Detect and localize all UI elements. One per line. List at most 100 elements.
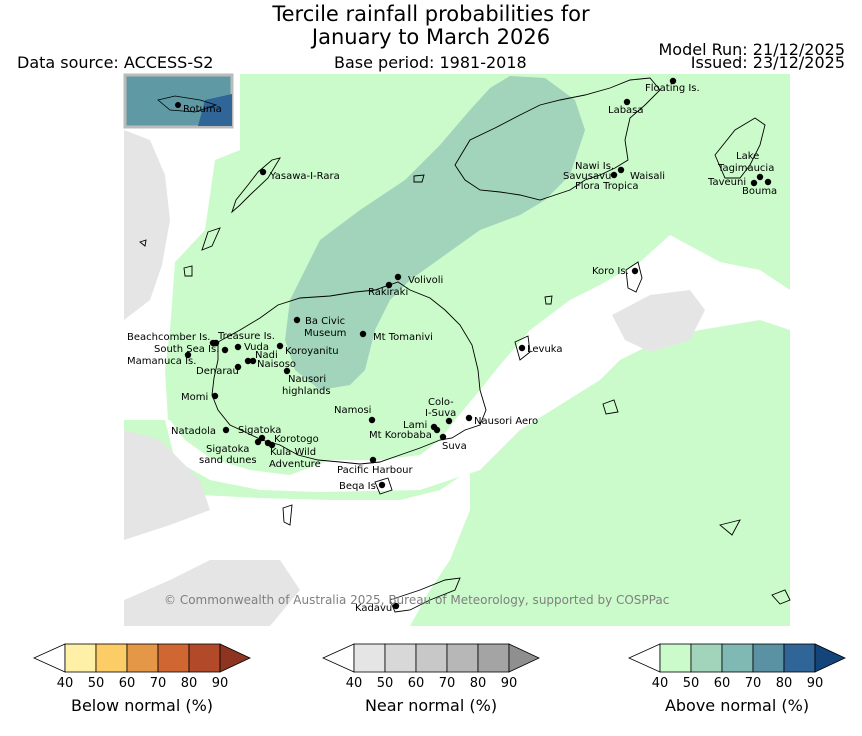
colorbar-tick: 70 <box>744 676 762 691</box>
place-label: Suva <box>442 441 467 452</box>
place-label: Denarau <box>196 366 239 377</box>
place-label: Kadavu <box>355 603 392 614</box>
islet-coastline <box>602 399 619 415</box>
colorbar-tick: 90 <box>806 676 824 691</box>
place-label: Natadola <box>171 426 216 437</box>
map-title-line1: Tercile rainfall probabilities for <box>272 2 590 26</box>
kadavu-coastline <box>389 577 461 613</box>
place-label: Bouma <box>742 186 777 197</box>
place-label: Koro Is. <box>592 266 629 277</box>
copyright-notice: © Commonwealth of Australia 2025, Bureau… <box>164 593 669 607</box>
place-label: I-Suva <box>425 408 456 419</box>
place-label: Momi <box>181 392 208 403</box>
colorbar-tick: 50 <box>376 676 394 691</box>
above-normal-50-60-region <box>285 76 585 390</box>
place-label: Colo- <box>428 397 454 408</box>
place-label: Kula Wild <box>270 447 316 458</box>
place-label: Mt Korobaba <box>369 430 432 441</box>
place-marker-rotuma <box>175 102 181 108</box>
islet-coastline <box>139 239 147 247</box>
islet-coastline <box>771 589 791 605</box>
place-label: Lami <box>403 420 427 431</box>
place-label: Lake <box>736 151 759 162</box>
issued-label: Issued: 23/12/2025 <box>690 53 845 72</box>
place-markers <box>184 77 772 610</box>
above-normal-colorbar <box>628 643 846 673</box>
place-label: Korotogo <box>274 434 319 445</box>
place-label: Nadi <box>255 350 278 361</box>
colorbar-tick: 50 <box>87 676 105 691</box>
place-label: Vuda <box>244 342 269 353</box>
colorbars <box>33 643 846 673</box>
ovalau-coastline <box>514 335 531 361</box>
place-label: Floating Is. <box>645 83 700 94</box>
colorbar-tick: 60 <box>713 676 731 691</box>
islet-coastline <box>544 295 553 305</box>
place-label: Volivoli <box>408 275 443 286</box>
islet-coastline <box>183 265 193 277</box>
place-label: Labasa <box>608 105 644 116</box>
colorbar-tick: 70 <box>149 676 167 691</box>
data-source-label: Data source: ACCESS-S2 <box>17 53 214 72</box>
colorbar-tick: 90 <box>211 676 229 691</box>
place-label: Sigatoka <box>238 425 281 436</box>
taveuni-coastline <box>714 117 766 179</box>
yasawa-south-coastline <box>201 227 221 251</box>
place-label: Rakiraki <box>368 287 408 298</box>
place-label: South Sea Is. <box>154 344 219 355</box>
place-label: Mt Tomanivi <box>373 332 433 343</box>
place-label: Levuka <box>527 344 563 355</box>
place-label: Sigatoka <box>206 444 249 455</box>
place-label: highlands <box>282 386 331 397</box>
place-label-rotuma: Rotuma <box>183 104 222 115</box>
beqa-coastline <box>374 477 393 495</box>
colorbar-tick: 40 <box>345 676 363 691</box>
islet-coastline <box>413 174 425 183</box>
colorbar-tick: 70 <box>438 676 456 691</box>
place-label: Beachcomber Is. <box>127 332 210 343</box>
colorbar-tick: 80 <box>180 676 198 691</box>
colorbar-tick: 80 <box>469 676 487 691</box>
base-period-label: Base period: 1981-2018 <box>334 53 527 72</box>
near-normal-colorbar <box>322 643 540 673</box>
place-label: Pacific Harbour <box>337 465 414 476</box>
vanua-levu-coastline <box>454 77 661 201</box>
place-label: Treasure Is. <box>217 331 275 342</box>
colorbar-tick: 80 <box>775 676 793 691</box>
near-normal-region-northwest <box>124 130 170 320</box>
place-label: Nausori Aero <box>474 416 538 427</box>
place-label: Namosi <box>334 405 371 416</box>
no-signal-region-south <box>124 235 790 492</box>
below-normal-legend-label: Below normal (%) <box>70 696 214 715</box>
rotuma-coastline <box>157 95 218 113</box>
islet-coastline <box>719 519 741 536</box>
colorbar-tick: 40 <box>56 676 74 691</box>
model-run-label: Model Run: 21/12/2025 <box>658 40 846 59</box>
colorbar-tick: 50 <box>682 676 700 691</box>
near-normal-region-southwest <box>124 430 210 540</box>
near-normal-legend-label: Near normal (%) <box>364 696 498 715</box>
vatulele-coastline <box>282 504 293 526</box>
below-normal-colorbar <box>33 643 251 673</box>
viti-levu-coastline <box>211 281 487 465</box>
place-label: Savusavu <box>563 171 611 182</box>
place-label: Ba Civic <box>305 316 345 327</box>
place-label: Taveuni <box>707 177 746 188</box>
near-normal-region-south <box>124 560 300 626</box>
place-label: Mamanuca Is. <box>127 356 196 367</box>
place-label: Tagimaucia <box>717 163 774 174</box>
above-normal-legend-label: Above normal (%) <box>664 696 810 715</box>
colorbar-tick: 90 <box>500 676 518 691</box>
yasawa-coastline <box>231 157 281 214</box>
place-label: sand dunes <box>199 455 257 466</box>
map-title-line2: January to March 2026 <box>311 25 551 49</box>
place-label: Adventure <box>269 459 321 470</box>
near-normal-region-east <box>612 290 705 352</box>
place-label: Waisali <box>630 171 665 182</box>
place-label: Naisoso <box>257 359 296 370</box>
place-label: Koroyanitu <box>285 346 339 357</box>
place-label: Museum <box>304 328 346 339</box>
koro-coastline <box>625 261 643 293</box>
colorbar-tick: 60 <box>118 676 136 691</box>
